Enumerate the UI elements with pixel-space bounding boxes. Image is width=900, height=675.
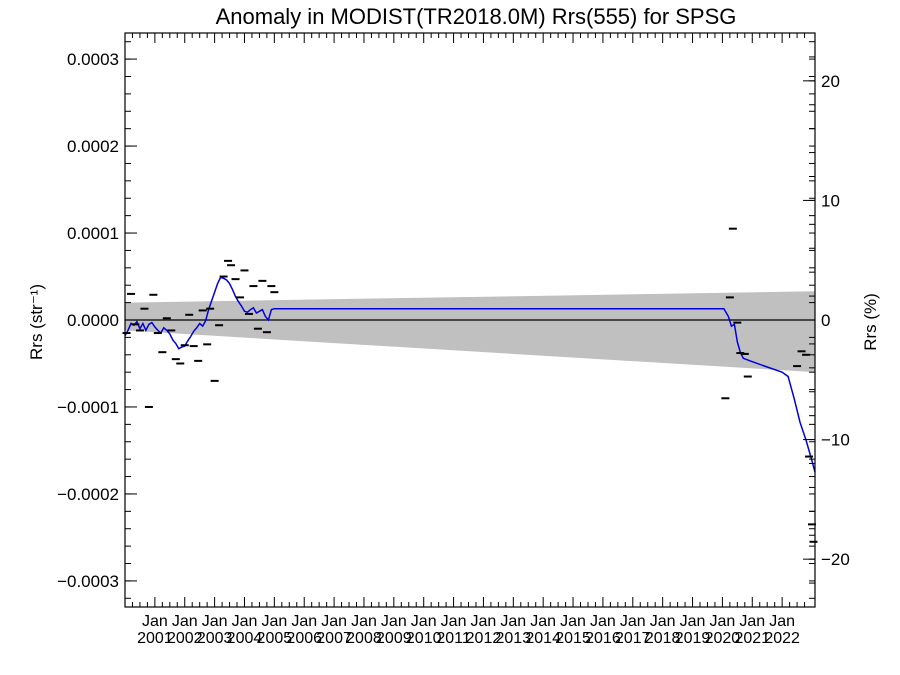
x-tick-month-label: Jan [261,613,287,630]
x-tick-month-label: Jan [530,613,556,630]
right-y-axis: −20 −10 0 10 20 [803,32,850,608]
x-tick-year-label: 2015 [555,630,591,647]
y2-tick-label: 20 [821,72,840,91]
x-tick-month-label: Jan [381,613,407,630]
x-tick-year-label: 2004 [227,630,263,647]
x-tick-year-label: 2012 [466,630,502,647]
y-tick-label: 0.0003 [67,50,119,69]
x-tick-year-label: 2017 [615,630,651,647]
x-tick-year-label: 2009 [376,630,412,647]
y-tick-label: −0.0001 [57,398,119,417]
x-tick-year-label: 2020 [705,630,741,647]
x-tick-month-label: Jan [232,613,258,630]
y-axis-label: Rrs (str⁻¹) [27,284,46,360]
y2-tick-label: 10 [821,191,840,210]
x-tick-year-label: 2008 [346,630,382,647]
x-tick-year-label: 2019 [675,630,711,647]
x-tick-month-label: Jan [620,613,646,630]
x-tick-year-label: 2005 [257,630,293,647]
x-tick-month-label: Jan [471,613,497,630]
x-tick-year-label: 2021 [734,630,770,647]
x-tick-month-label: Jan [590,613,616,630]
x-tick-month-label: Jan [560,613,586,630]
x-tick-month-label: Jan [680,613,706,630]
x-tick-month-label: Jan [202,613,228,630]
x-tick-month-label: Jan [650,613,676,630]
x-axis: Jan2001Jan2002Jan2003Jan2004Jan2005Jan20… [131,33,806,647]
y2-tick-label: −10 [821,431,850,450]
anomaly-line [124,276,816,473]
x-tick-month-label: Jan [172,613,198,630]
y-tick-label: −0.0003 [57,572,119,591]
y-tick-label: 0.0000 [67,311,119,330]
x-tick-month-label: Jan [411,613,437,630]
y2-tick-label: −20 [821,550,850,569]
uncertainty-band [125,291,815,373]
x-tick-month-label: Jan [500,613,526,630]
chart-title: Anomaly in MODIST(TR2018.0M) Rrs(555) fo… [216,4,737,29]
x-tick-month-label: Jan [321,613,347,630]
y2-tick-label: 0 [821,311,830,330]
x-tick-month-label: Jan [351,613,377,630]
left-y-axis: −0.0003 −0.0002 −0.0001 0.0000 0.0001 0.0002 0… [57,41,815,599]
y2-axis-label: Rrs (%) [861,293,880,351]
y-tick-label: 0.0001 [67,224,119,243]
x-tick-year-label: 2010 [406,630,442,647]
x-tick-year-label: 2001 [137,630,173,647]
x-tick-year-label: 2022 [764,630,800,647]
x-tick-month-label: Jan [291,613,317,630]
y-tick-label: 0.0002 [67,137,119,156]
x-tick-month-label: Jan [142,613,168,630]
uncertainty-band-layer [125,291,815,373]
x-tick-month-label: Jan [739,613,765,630]
x-tick-month-label: Jan [769,613,795,630]
series-layer [122,227,818,543]
x-tick-year-label: 2011 [436,630,471,647]
x-tick-year-label: 2016 [585,630,621,647]
x-tick-year-label: 2003 [197,630,233,647]
x-tick-year-label: 2018 [645,630,681,647]
y-tick-label: −0.0002 [57,485,119,504]
x-tick-month-label: Jan [710,613,736,630]
x-tick-year-label: 2002 [167,630,203,647]
x-tick-year-label: 2006 [286,630,322,647]
x-tick-year-label: 2014 [525,630,561,647]
x-tick-year-label: 2007 [316,630,352,647]
x-tick-year-label: 2013 [496,630,532,647]
x-tick-month-label: Jan [441,613,467,630]
